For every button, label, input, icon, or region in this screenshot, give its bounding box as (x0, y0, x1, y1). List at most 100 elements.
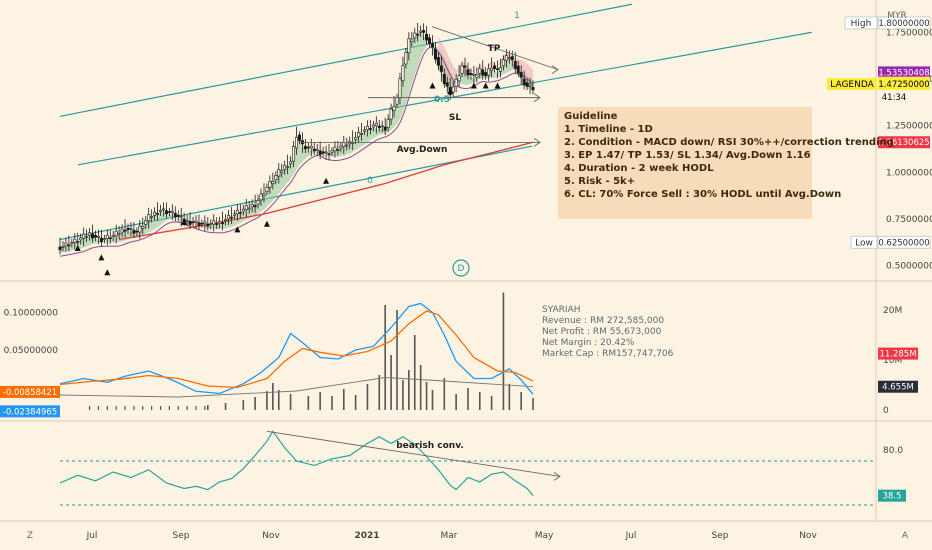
candle-body[interactable] (365, 125, 369, 131)
signal-line[interactable] (59, 310, 534, 389)
candle-body[interactable] (268, 180, 272, 188)
volume-ma-line[interactable] (59, 377, 534, 398)
candle-body[interactable] (416, 33, 420, 36)
buy-signal-marker[interactable] (429, 82, 436, 89)
candle-body[interactable] (484, 72, 488, 77)
buy-signal-marker[interactable] (494, 82, 501, 89)
candle-body[interactable] (58, 246, 62, 251)
candle-body[interactable] (451, 86, 455, 93)
volume-bar[interactable] (97, 406, 100, 410)
volume-bar[interactable] (502, 292, 505, 411)
rsi-value-label-box[interactable] (878, 489, 906, 502)
candle-body[interactable] (430, 43, 434, 48)
candle-body[interactable] (274, 175, 278, 181)
volume-bar[interactable] (490, 396, 493, 410)
candle-body[interactable] (111, 234, 115, 238)
candle-body[interactable] (419, 30, 423, 33)
candle-body[interactable] (123, 229, 127, 232)
dividend-marker[interactable] (452, 259, 470, 277)
candle-body[interactable] (173, 213, 177, 218)
candle-body[interactable] (132, 229, 136, 234)
candle-body[interactable] (159, 209, 163, 212)
macd-value-label-box[interactable] (878, 347, 918, 360)
candle-body[interactable] (227, 215, 231, 220)
candle-body[interactable] (513, 60, 517, 69)
candle-body[interactable] (232, 213, 236, 216)
volume-bar[interactable] (402, 380, 404, 410)
candle-body[interactable] (212, 220, 216, 225)
candle-body[interactable] (309, 145, 313, 149)
candle-body[interactable] (445, 82, 449, 87)
candle-body[interactable] (436, 57, 440, 66)
candle-body[interactable] (306, 146, 310, 149)
volume-bar[interactable] (142, 406, 144, 410)
volume-bar[interactable] (289, 394, 292, 410)
macd-value-label-box[interactable] (0, 385, 60, 398)
candle-body[interactable] (360, 133, 364, 135)
candle-body[interactable] (404, 51, 408, 65)
candle-body[interactable] (324, 151, 328, 154)
candle-body[interactable] (371, 124, 375, 128)
candle-body[interactable] (135, 230, 139, 233)
candle-body[interactable] (102, 238, 106, 240)
rsi-line[interactable] (59, 430, 534, 496)
candle-body[interactable] (262, 193, 266, 196)
candle-body[interactable] (126, 228, 130, 231)
volume-bar[interactable] (413, 335, 416, 410)
candle-body[interactable] (519, 72, 523, 78)
candle-body[interactable] (244, 205, 248, 210)
volume-bar[interactable] (272, 383, 274, 410)
candle-body[interactable] (70, 242, 74, 244)
candle-body[interactable] (354, 137, 358, 140)
candle-body[interactable] (318, 150, 322, 155)
candle-body[interactable] (179, 215, 183, 218)
candle-body[interactable] (312, 148, 316, 152)
candle-body[interactable] (191, 221, 195, 224)
buy-signal-marker[interactable] (104, 269, 111, 276)
candle-body[interactable] (200, 222, 204, 225)
price-axis[interactable]: 1.750000001.500000001.250000001.00000000… (827, 16, 932, 272)
candle-body[interactable] (147, 214, 151, 222)
candle-body[interactable] (469, 73, 473, 75)
candle-body[interactable] (176, 214, 180, 217)
candle-body[interactable] (392, 106, 396, 111)
candle-body[interactable] (76, 241, 80, 243)
candle-body[interactable] (253, 205, 257, 208)
volume-bar[interactable] (133, 406, 135, 410)
candle-body[interactable] (481, 69, 485, 76)
candle-body[interactable] (501, 59, 505, 67)
candle-body[interactable] (321, 151, 325, 154)
candle-body[interactable] (164, 210, 168, 215)
candle-body[interactable] (161, 208, 165, 211)
buy-signal-marker[interactable] (323, 177, 330, 184)
candle-body[interactable] (79, 237, 83, 241)
timezone-button[interactable]: Z (27, 531, 33, 541)
candle-body[interactable] (460, 65, 464, 74)
volume-bar[interactable] (242, 400, 245, 410)
candle-body[interactable] (357, 132, 361, 138)
candle-body[interactable] (194, 220, 198, 223)
candle-body[interactable] (377, 125, 381, 128)
candle-body[interactable] (93, 235, 97, 238)
candle-body[interactable] (510, 56, 514, 61)
candle-body[interactable] (380, 125, 384, 128)
long-moving-average-line[interactable] (118, 141, 534, 241)
candle-body[interactable] (487, 68, 491, 76)
candle-body[interactable] (235, 209, 239, 215)
time-axis[interactable]: Jul Sep Nov 2021 Mar May Jul Sep Nov (86, 531, 818, 541)
buy-signal-marker[interactable] (482, 82, 489, 89)
candle-body[interactable] (170, 210, 174, 213)
candle-body[interactable] (114, 230, 118, 237)
candle-body[interactable] (410, 38, 414, 42)
volume-bar[interactable] (384, 305, 386, 410)
volume-bar[interactable] (390, 355, 392, 410)
candle-body[interactable] (374, 122, 378, 126)
volume-bar[interactable] (151, 406, 153, 410)
volume-bar[interactable] (354, 395, 357, 410)
candle-body[interactable] (203, 221, 207, 224)
buy-signal-marker[interactable] (263, 220, 270, 227)
candle-body[interactable] (96, 236, 100, 238)
volume-bar[interactable] (195, 406, 197, 410)
buy-signal-marker[interactable] (234, 226, 241, 233)
